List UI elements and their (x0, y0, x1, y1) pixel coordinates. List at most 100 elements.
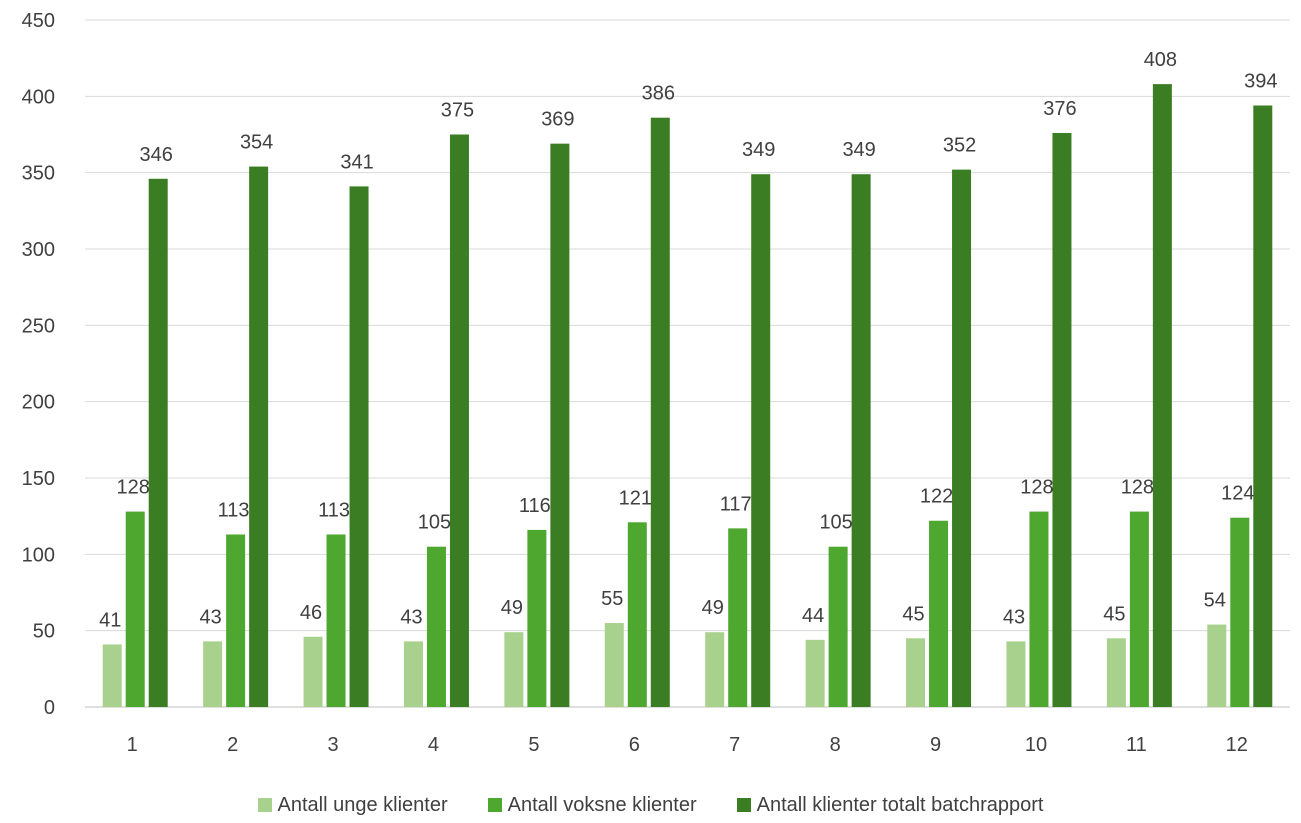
y-tick-label: 350 (22, 163, 55, 185)
x-tick-label: 8 (830, 734, 841, 756)
bar (751, 174, 771, 707)
bar (650, 117, 670, 707)
x-tick-label: 7 (729, 734, 740, 756)
data-label: 121 (619, 487, 652, 509)
bar (550, 143, 570, 707)
bar (326, 534, 346, 707)
data-label: 43 (200, 606, 222, 628)
data-label: 45 (902, 603, 924, 625)
bar (102, 644, 122, 707)
x-tick-label: 12 (1226, 734, 1248, 756)
data-label: 43 (1003, 606, 1025, 628)
bar (1029, 511, 1049, 707)
legend-label-unge: Antall unge klienter (277, 793, 448, 816)
bar (449, 134, 469, 707)
bars (102, 84, 1273, 708)
bar (952, 169, 972, 707)
bar (728, 528, 748, 707)
data-label: 122 (920, 486, 953, 508)
x-tick-label: 1 (127, 734, 138, 756)
y-tick-label: 200 (22, 392, 55, 414)
x-tick-label: 11 (1126, 734, 1147, 756)
data-label: 49 (501, 597, 523, 619)
legend-swatch-voksne (487, 798, 502, 812)
bar (1129, 511, 1149, 707)
bar (1052, 132, 1072, 707)
data-labels: 41 128 346 43 113 354 46 113 341 43 105 375 49 116 369… (99, 49, 1277, 631)
data-label: 124 (1221, 483, 1254, 505)
bar (303, 636, 323, 707)
legend: Antall unge klienter Antall voksne klien… (0, 790, 1301, 820)
y-tick-label: 400 (22, 86, 55, 108)
bar (828, 546, 848, 707)
x-tick-label: 5 (528, 734, 539, 756)
data-label: 341 (340, 151, 373, 173)
data-label: 105 (819, 512, 852, 534)
y-axis-tick-labels: 0 50 100 150 200 250 300 350 400 450 (22, 10, 55, 719)
legend-label-voksne: Antall voksne klienter (507, 793, 697, 816)
data-label: 55 (601, 588, 623, 610)
bar (403, 641, 423, 707)
data-label: 354 (240, 132, 273, 154)
bar (851, 174, 871, 707)
x-tick-label: 3 (327, 734, 338, 756)
bar (604, 623, 624, 707)
bar (1106, 638, 1126, 707)
bar (226, 534, 246, 707)
data-label: 113 (218, 499, 250, 521)
legend-swatch-unge (257, 798, 272, 812)
bar (1207, 624, 1227, 707)
bar (148, 178, 168, 708)
bar (426, 546, 446, 707)
bar (929, 520, 949, 707)
data-label: 117 (720, 493, 752, 515)
bar (1152, 84, 1172, 708)
data-label: 46 (300, 602, 322, 624)
bar (527, 529, 547, 707)
data-label: 44 (802, 605, 824, 627)
data-label: 54 (1204, 590, 1226, 612)
bar (627, 522, 647, 707)
data-label: 45 (1103, 603, 1125, 625)
y-tick-label: 100 (22, 544, 55, 566)
x-tick-label: 10 (1025, 734, 1047, 756)
data-label: 408 (1144, 49, 1177, 71)
bar (249, 166, 269, 707)
bar (1006, 641, 1026, 707)
bar (906, 638, 926, 707)
data-label: 376 (1043, 98, 1076, 120)
bar (504, 632, 524, 707)
legend-item-totalt: Antall klienter totalt batchrapport (736, 793, 1044, 817)
data-label: 386 (642, 83, 675, 105)
bar (203, 641, 223, 707)
gridlines (85, 19, 1290, 708)
y-tick-label: 250 (22, 315, 55, 337)
x-tick-label: 2 (227, 734, 238, 756)
data-label: 113 (318, 499, 350, 521)
legend-item-voksne: Antall voksne klienter (487, 793, 697, 817)
y-tick-label: 300 (22, 239, 55, 261)
data-label: 43 (400, 606, 422, 628)
data-label: 128 (117, 477, 150, 499)
x-tick-label: 6 (629, 734, 640, 756)
x-axis-tick-labels: 1 2 3 4 5 6 7 8 9 10 11 12 (127, 734, 1248, 756)
data-label: 349 (742, 139, 775, 161)
y-tick-label: 450 (22, 10, 55, 32)
y-tick-label: 0 (44, 697, 55, 719)
x-tick-label: 4 (428, 734, 439, 756)
data-label: 116 (519, 495, 551, 517)
data-label: 369 (541, 109, 574, 131)
data-label: 394 (1244, 70, 1277, 92)
data-label: 41 (99, 609, 121, 631)
bar (125, 511, 145, 707)
bar (805, 639, 825, 707)
y-tick-label: 50 (33, 621, 55, 643)
legend-label-totalt: Antall klienter totalt batchrapport (756, 793, 1044, 816)
data-label: 346 (140, 144, 173, 166)
data-label: 349 (842, 139, 875, 161)
bar (1253, 105, 1273, 707)
y-tick-label: 150 (22, 468, 55, 490)
legend-swatch-totalt (736, 798, 751, 812)
